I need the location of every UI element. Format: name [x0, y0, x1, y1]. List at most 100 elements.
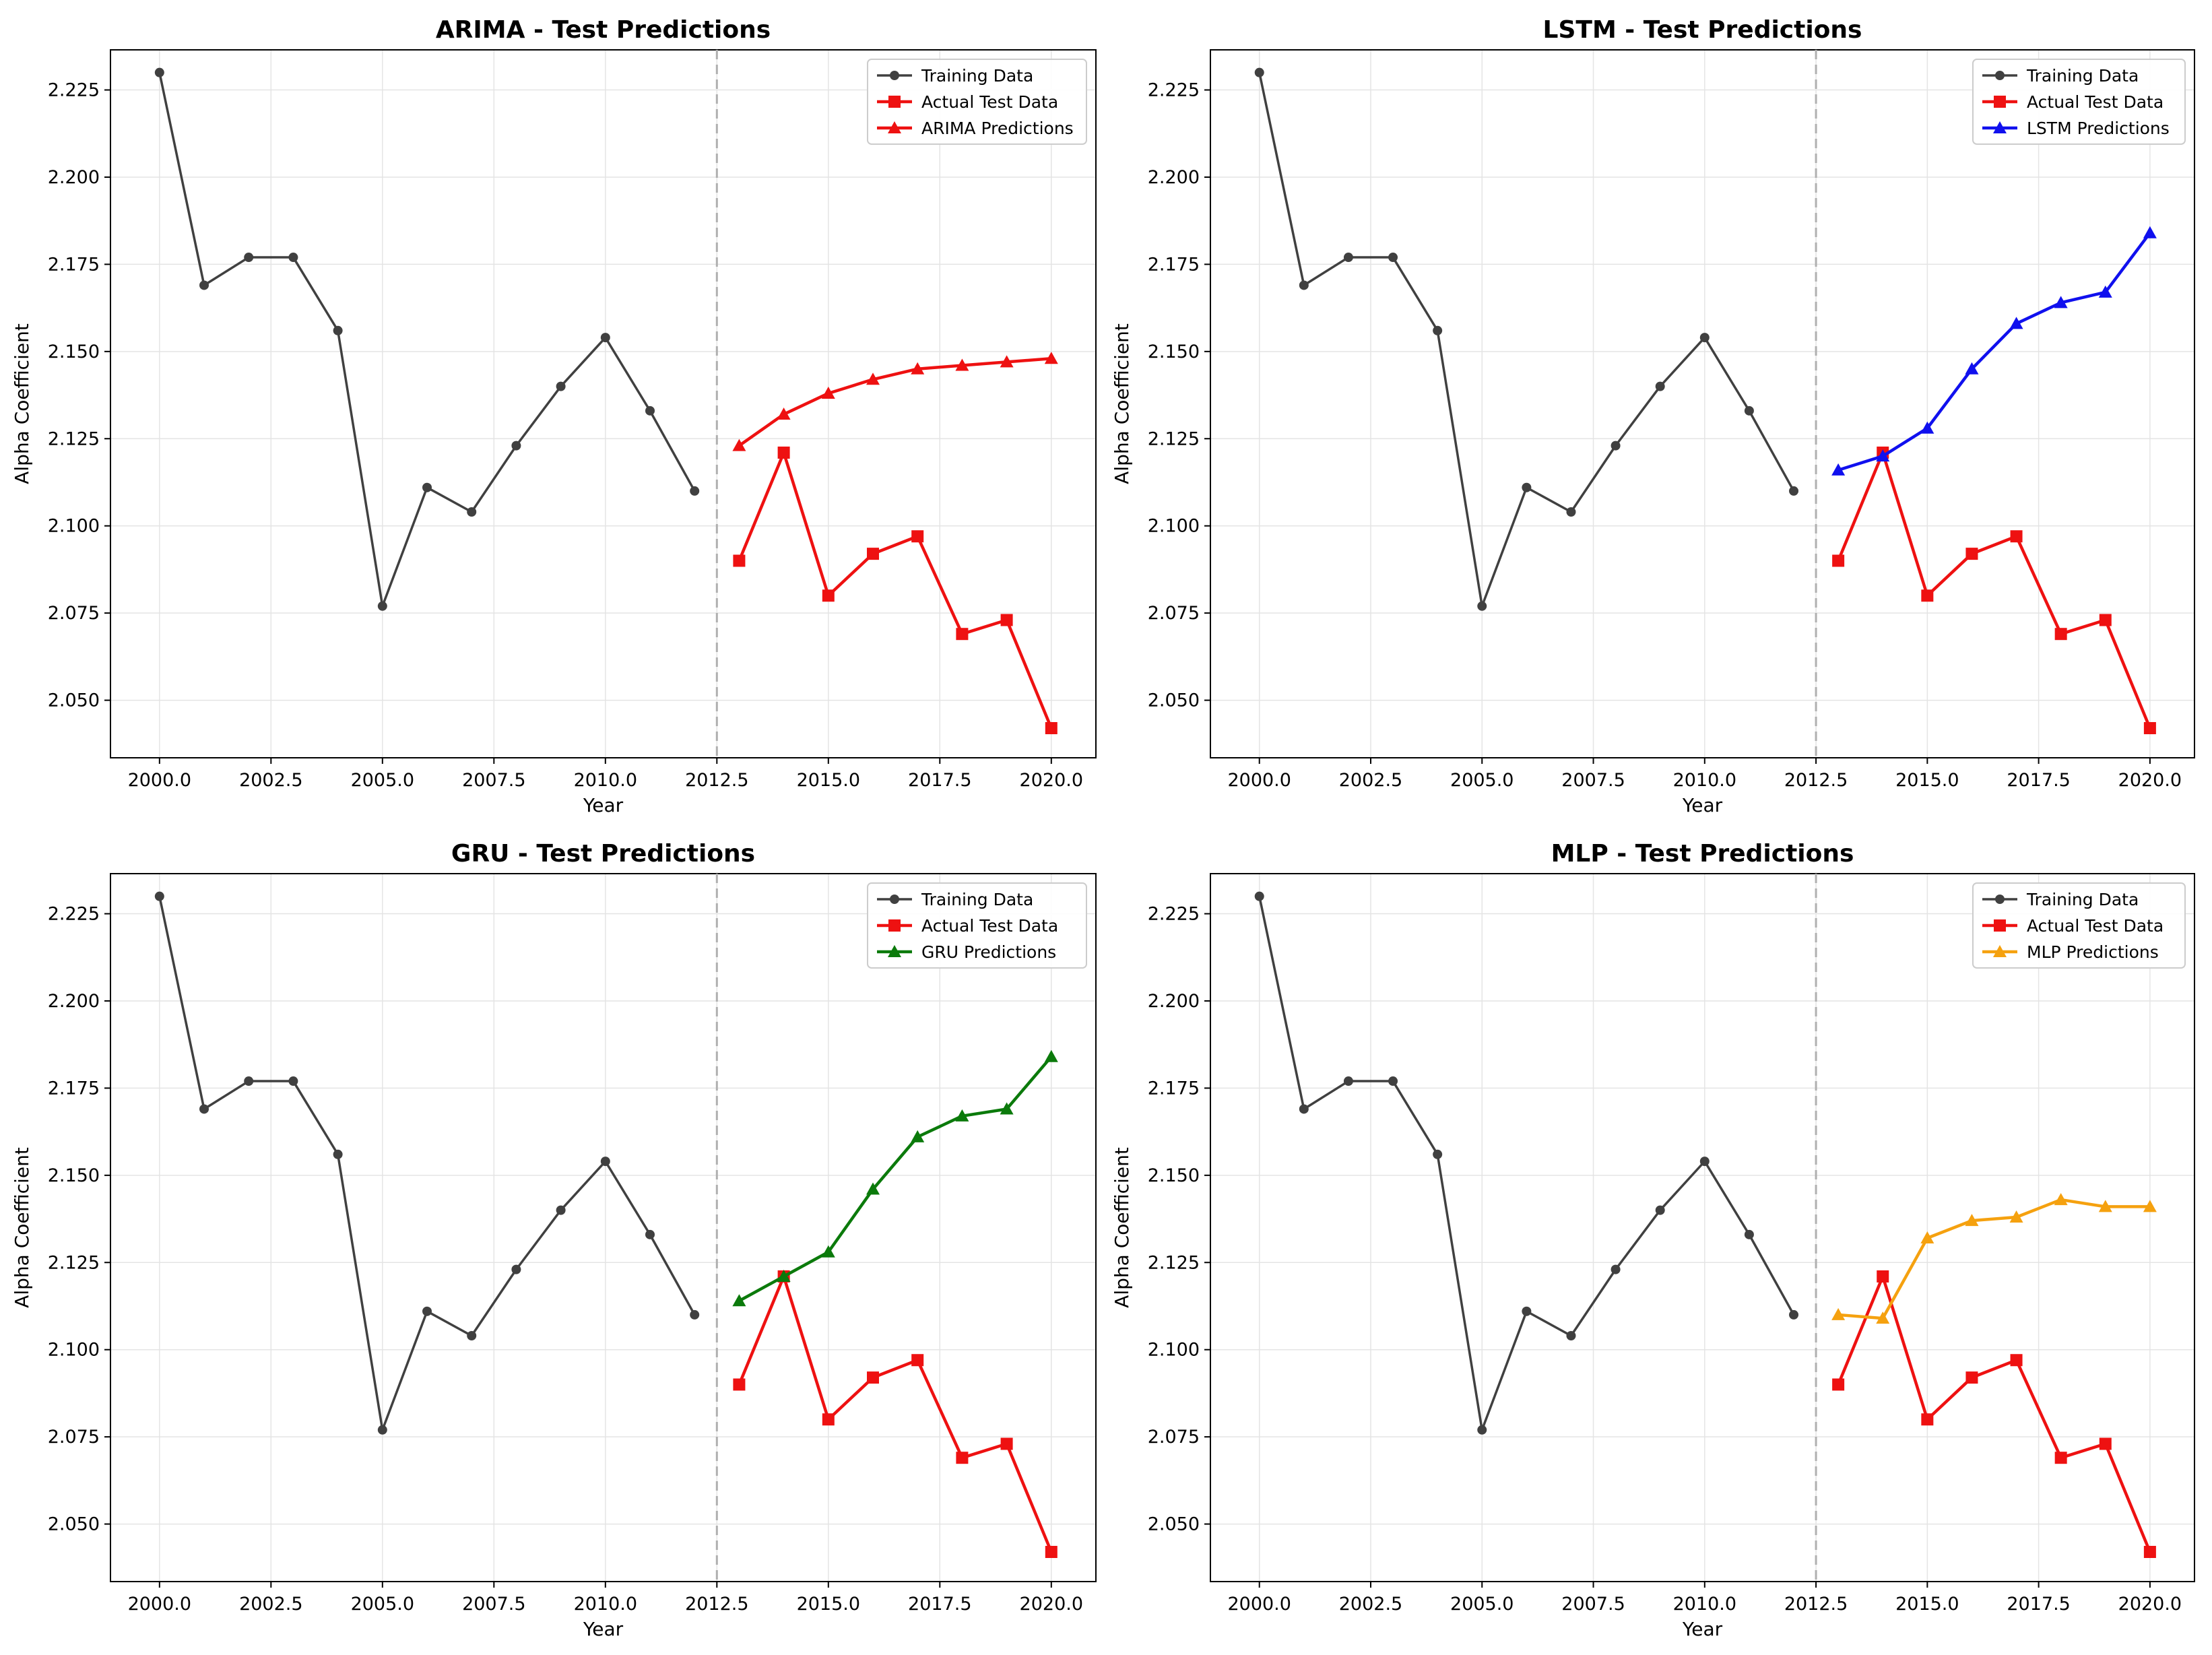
y-tick-label: 2.200: [48, 991, 100, 1012]
data-point: [1000, 614, 1013, 626]
legend-marker: [1994, 919, 2006, 932]
chart-panel: 2000.0 2002.5 2005.0 2007.5 2010.0 2012.5 2015…: [11, 16, 1097, 816]
x-axis-label: Year: [1682, 1618, 1723, 1640]
data-point: [600, 333, 610, 343]
series-line: [738, 1274, 1053, 1553]
data-point: [467, 507, 477, 517]
data-point: [1744, 405, 1754, 416]
legend-label: Actual Test Data: [921, 92, 1058, 112]
y-tick-label: 2.225: [1148, 80, 1200, 101]
data-point: [955, 1109, 969, 1122]
data-point: [333, 325, 343, 335]
data-point: [1611, 1264, 1621, 1274]
data-point: [645, 1229, 655, 1239]
data-point: [244, 253, 254, 263]
data-point: [733, 1378, 746, 1391]
data-point: [2054, 1193, 2068, 1206]
data-point: [1876, 1311, 1890, 1324]
data-point: [244, 1076, 254, 1086]
legend-marker: [1995, 895, 2005, 904]
y-tick-label: 2.150: [48, 1165, 100, 1186]
legend: Training Data Actual Test Data GRU Predict…: [867, 882, 1087, 969]
y-tick-label: 2.150: [1148, 342, 1200, 362]
data-point: [911, 1354, 924, 1367]
data-point: [1789, 1309, 1799, 1320]
data-point: [467, 1330, 477, 1340]
legend-marker: [1993, 945, 2007, 957]
data-point: [422, 1306, 432, 1316]
data-point: [2143, 721, 2156, 734]
legend-label: Actual Test Data: [2027, 916, 2164, 936]
legend-marker: [888, 919, 901, 932]
data-point: [1254, 891, 1264, 901]
data-point: [1566, 507, 1576, 517]
data-point: [1433, 1149, 1443, 1159]
data-point: [1744, 1229, 1754, 1239]
data-point: [2099, 614, 2112, 626]
legend-marker: [888, 96, 901, 108]
x-tick-label: 2017.5: [908, 770, 971, 791]
y-tick-label: 2.200: [1148, 167, 1200, 188]
y-tick-label: 2.100: [48, 1340, 100, 1361]
data-point: [1831, 1307, 1846, 1320]
x-tick-label: 2015.0: [797, 770, 860, 791]
data-point: [556, 1205, 566, 1215]
chart-panel: 2000.0 2002.5 2005.0 2007.5 2010.0 2012.5 2015…: [1111, 840, 2195, 1640]
data-point: [1877, 1270, 1889, 1283]
legend-label: Actual Test Data: [921, 916, 1058, 936]
data-point: [2143, 1545, 2156, 1558]
series-line: [1837, 451, 2151, 729]
x-axis-label: Year: [583, 1618, 624, 1640]
data-point: [866, 372, 880, 385]
y-axis-label: Alpha Coefficient: [11, 323, 33, 484]
data-point: [1522, 1306, 1532, 1316]
y-tick-label: 2.050: [48, 690, 100, 711]
y-axis-label: Alpha Coefficient: [1111, 323, 1133, 484]
x-tick-label: 2000.0: [128, 770, 191, 791]
data-point: [1611, 441, 1621, 451]
chart-title: GRU - Test Predictions: [451, 840, 755, 868]
data-point: [1000, 1102, 1014, 1115]
data-point: [777, 1269, 791, 1282]
data-point: [1000, 1437, 1013, 1450]
data-point: [2143, 1200, 2157, 1212]
data-point: [377, 601, 387, 611]
data-point: [1832, 1378, 1845, 1391]
x-tick-label: 2015.0: [797, 1594, 860, 1615]
legend-label: ARIMA Predictions: [921, 119, 1074, 138]
data-point: [1433, 325, 1443, 335]
y-tick-label: 2.075: [1148, 1427, 1200, 1448]
data-point: [911, 362, 925, 375]
legend-marker: [888, 121, 901, 133]
data-point: [1876, 449, 1890, 462]
x-tick-label: 2015.0: [1895, 770, 1959, 791]
data-point: [867, 548, 880, 560]
data-point: [1477, 1425, 1487, 1435]
series-line: [1837, 1274, 2151, 1553]
data-point: [1789, 486, 1799, 496]
y-tick-label: 2.175: [48, 1078, 100, 1099]
data-point: [690, 1309, 700, 1320]
data-point: [1254, 67, 1264, 77]
x-tick-label: 2017.5: [908, 1594, 971, 1615]
legend: Training Data Actual Test Data ARIMA Predi…: [867, 59, 1087, 145]
data-point: [288, 1076, 298, 1086]
data-point: [1477, 601, 1487, 611]
data-point: [1965, 1214, 1979, 1227]
data-point: [1965, 1371, 1978, 1384]
legend-marker: [1993, 121, 2007, 133]
data-point: [1965, 548, 1978, 560]
x-axis-label: Year: [1682, 794, 1723, 816]
data-point: [511, 441, 521, 451]
y-tick-label: 2.225: [48, 904, 100, 925]
x-tick-label: 2010.0: [1673, 1594, 1736, 1615]
data-point: [1000, 355, 1014, 368]
data-point: [1832, 554, 1845, 567]
data-point: [911, 1130, 925, 1142]
x-tick-label: 2005.0: [351, 1594, 414, 1615]
x-tick-label: 2002.5: [239, 1594, 302, 1615]
data-point: [1045, 1545, 1058, 1558]
y-tick-label: 2.200: [48, 167, 100, 188]
x-tick-label: 2002.5: [239, 770, 302, 791]
data-point: [1522, 482, 1532, 492]
